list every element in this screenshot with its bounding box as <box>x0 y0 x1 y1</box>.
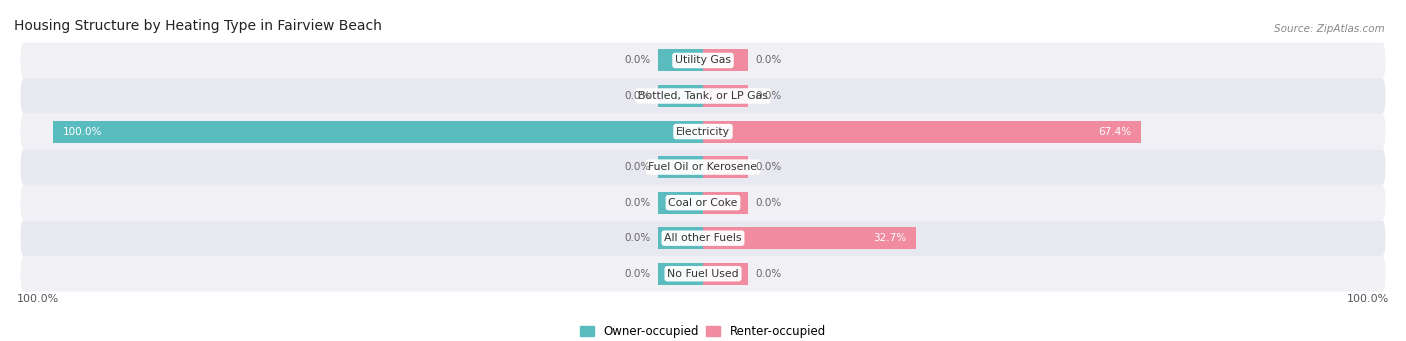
Bar <box>703 263 748 285</box>
FancyBboxPatch shape <box>21 185 1385 220</box>
FancyBboxPatch shape <box>21 149 1385 185</box>
Text: 0.0%: 0.0% <box>624 91 651 101</box>
Text: Coal or Coke: Coal or Coke <box>668 198 738 208</box>
Bar <box>703 192 748 214</box>
Text: 0.0%: 0.0% <box>624 233 651 243</box>
Text: Fuel Oil or Kerosene: Fuel Oil or Kerosene <box>648 162 758 172</box>
Text: 32.7%: 32.7% <box>873 233 905 243</box>
Text: 67.4%: 67.4% <box>1098 127 1132 136</box>
Bar <box>53 120 703 143</box>
Text: Bottled, Tank, or LP Gas: Bottled, Tank, or LP Gas <box>638 91 768 101</box>
Text: 0.0%: 0.0% <box>755 198 782 208</box>
Bar <box>658 263 703 285</box>
FancyBboxPatch shape <box>21 78 1385 114</box>
Text: Utility Gas: Utility Gas <box>675 56 731 65</box>
Bar <box>703 120 1142 143</box>
Text: 0.0%: 0.0% <box>755 269 782 279</box>
FancyBboxPatch shape <box>21 43 1385 78</box>
Text: 0.0%: 0.0% <box>755 56 782 65</box>
Bar <box>703 156 748 178</box>
Bar <box>703 227 915 249</box>
Bar <box>658 49 703 72</box>
Bar <box>658 85 703 107</box>
Bar <box>658 227 703 249</box>
FancyBboxPatch shape <box>21 220 1385 256</box>
Bar <box>658 156 703 178</box>
Text: No Fuel Used: No Fuel Used <box>668 269 738 279</box>
FancyBboxPatch shape <box>21 256 1385 292</box>
Bar <box>703 49 748 72</box>
Text: 0.0%: 0.0% <box>624 56 651 65</box>
Text: 100.0%: 100.0% <box>1347 294 1389 304</box>
Text: Housing Structure by Heating Type in Fairview Beach: Housing Structure by Heating Type in Fai… <box>14 19 382 33</box>
Text: 0.0%: 0.0% <box>624 269 651 279</box>
Text: 100.0%: 100.0% <box>17 294 59 304</box>
Bar <box>703 85 748 107</box>
Legend: Owner-occupied, Renter-occupied: Owner-occupied, Renter-occupied <box>575 321 831 341</box>
Text: 0.0%: 0.0% <box>755 91 782 101</box>
FancyBboxPatch shape <box>21 114 1385 149</box>
Bar <box>658 192 703 214</box>
Text: Source: ZipAtlas.com: Source: ZipAtlas.com <box>1274 24 1385 34</box>
Text: All other Fuels: All other Fuels <box>664 233 742 243</box>
Text: 100.0%: 100.0% <box>63 127 103 136</box>
Text: 0.0%: 0.0% <box>624 198 651 208</box>
Text: 0.0%: 0.0% <box>624 162 651 172</box>
Text: 0.0%: 0.0% <box>755 162 782 172</box>
Text: Electricity: Electricity <box>676 127 730 136</box>
